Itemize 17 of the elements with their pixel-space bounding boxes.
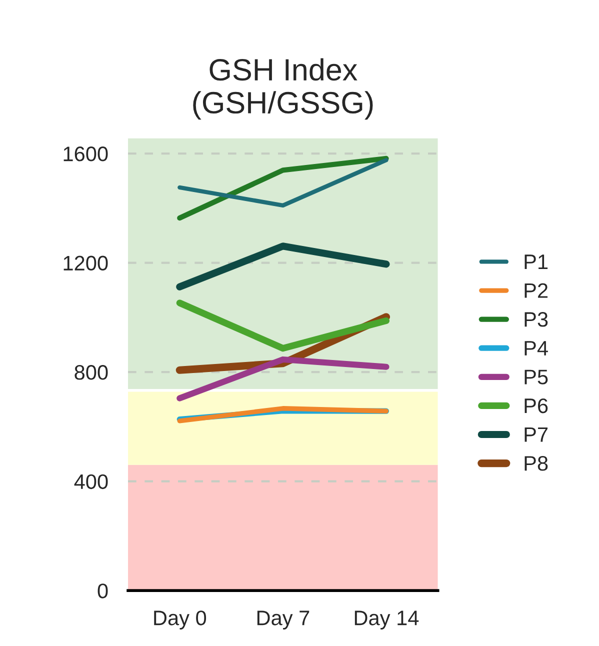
legend-label: P7 (524, 427, 548, 442)
x-tick-label: Day 7 (257, 610, 310, 630)
chart-title: GSH Index (GSH/GSSG) (193, 58, 373, 120)
y-tick-label: 800 (74, 365, 108, 380)
legend-label: P6 (524, 398, 548, 414)
legend-label: P5 (524, 370, 548, 384)
y-tick-label: 0 (98, 584, 108, 598)
legend-label: P8 (524, 456, 548, 471)
x-tick-label: Day 14 (354, 610, 419, 630)
y-tick-label: 1200 (64, 256, 108, 271)
legend-label: P1 (524, 254, 548, 270)
y-tick-label: 400 (74, 474, 108, 490)
x-tick-label: Day 0 (154, 610, 206, 630)
y-tick-label: 1600 (64, 146, 108, 162)
legend-label: P4 (524, 341, 548, 356)
legend-label: P2 (524, 283, 548, 298)
legend-label: P3 (524, 312, 548, 327)
